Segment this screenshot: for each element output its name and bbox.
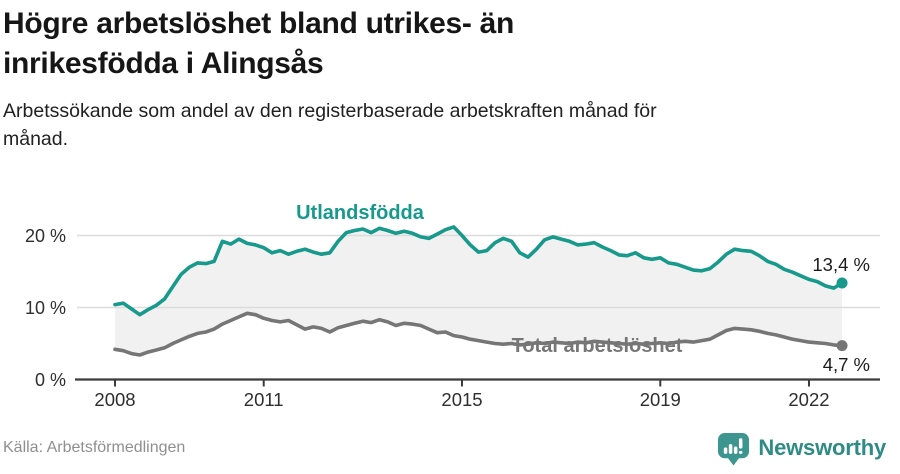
title-line-1: Högre arbetslöshet bland utrikes- än bbox=[3, 7, 514, 40]
utlandsfodda-end-dot bbox=[836, 277, 848, 289]
utlandsfodda-end-value-label: 13,4 % bbox=[812, 254, 870, 275]
y-tick-label-0: 0 % bbox=[35, 370, 66, 390]
between-series-band bbox=[115, 226, 842, 355]
total-line bbox=[113, 311, 844, 357]
footer: Källa: Arbetsförmedlingen Newsworthy bbox=[3, 428, 886, 468]
newsworthy-wordmark: Newsworthy bbox=[758, 435, 886, 460]
newsworthy-bubble-chart-icon bbox=[718, 432, 750, 465]
x-tick-label-2008: 2008 bbox=[94, 389, 135, 410]
x-tick-label-2019: 2019 bbox=[640, 389, 681, 410]
line-chart-canvas: 0 % 10 % 20 % 2008 2011 2015 2019 2022 Utlandsfö… bbox=[25, 202, 880, 410]
total-end-value-label: 4,7 % bbox=[823, 354, 870, 375]
newsworthy-logo[interactable]: Newsworthy bbox=[717, 431, 886, 466]
x-tick-label-2015: 2015 bbox=[441, 389, 482, 410]
x-tick-label-2011: 2011 bbox=[244, 389, 284, 410]
subtitle-line-1: Arbetssökande som andel av den registerb… bbox=[3, 100, 657, 122]
utlandsfodda-series-label: Utlandsfödda bbox=[296, 202, 425, 224]
chart-subtitle: Arbetssökande som andel av den registerb… bbox=[3, 97, 863, 153]
line-chart: 0 % 10 % 20 % 2008 2011 2015 2019 2022 Utlandsfö… bbox=[0, 190, 900, 425]
x-tick-label-2022: 2022 bbox=[788, 389, 829, 410]
total-end-dot bbox=[836, 340, 848, 352]
y-tick-label-20: 20 % bbox=[25, 226, 66, 246]
utlandsfodda-line bbox=[113, 225, 844, 317]
total-series-label: Total arbetslöshet bbox=[512, 335, 683, 357]
header: Högre arbetslöshet bland utrikes- än inri… bbox=[3, 4, 890, 153]
page-title: Högre arbetslöshet bland utrikes- än inri… bbox=[3, 4, 763, 84]
source-note: Källa: Arbetsförmedlingen bbox=[3, 439, 186, 456]
title-line-2: inrikesfödda i Alingsås bbox=[3, 47, 324, 80]
subtitle-line-2: månad. bbox=[3, 128, 69, 150]
y-tick-label-10: 10 % bbox=[25, 298, 66, 318]
